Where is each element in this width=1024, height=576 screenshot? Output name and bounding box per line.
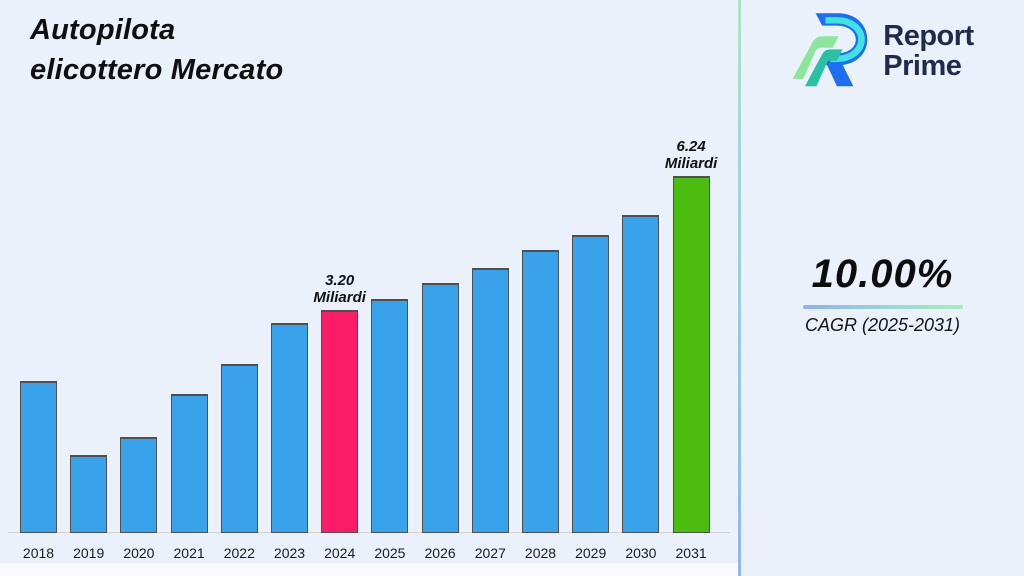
brand-block: Report Prime [741,10,1024,92]
x-axis-label-2019: 2019 [73,545,105,561]
x-axis-label-2022: 2022 [223,545,255,561]
bar-2029 [572,235,610,533]
x-axis-label-2025: 2025 [374,545,406,561]
bar-2021 [170,394,208,533]
brand-name-line2: Prime [883,50,962,82]
x-axis-label-2029: 2029 [575,545,607,561]
x-axis-label-2021: 2021 [173,545,205,561]
x-axis-label-2030: 2030 [625,545,657,561]
bar-2031 [672,176,710,533]
bar-2018 [20,381,57,533]
x-axis-label-2026: 2026 [424,545,456,561]
brand-name-line1: Report [883,20,974,52]
page-title-line1: Autopilota [30,14,176,46]
bar-2026 [421,283,459,533]
bar-2024 [321,310,359,533]
x-axis-label-2027: 2027 [474,545,506,561]
bar-value-label-2031: 6.24 Miliardi [664,138,718,172]
bar-2030 [622,215,660,533]
bar-2019 [70,455,108,533]
chart-panel: Autopilota elicottero Mercato 2018 2019 20… [0,10,738,576]
brand-name: Report Prime [883,20,974,82]
x-axis-label-2028: 2028 [524,545,557,561]
x-axis-label-2020: 2020 [123,545,155,561]
page-title: Autopilota elicottero Mercato [30,10,283,90]
x-axis-label-2031: 2031 [675,545,707,561]
bar-2025 [371,299,409,533]
plot-area: 2018 2019 2020 2021 2022 2023 2024 3.20 Miliardi… [8,138,730,561]
x-axis-label-2018: 2018 [22,545,55,561]
bar-2027 [471,268,509,533]
x-axis-label-2023: 2023 [273,545,306,561]
cagr-underline [802,305,963,309]
page-title-line2: elicottero Mercato [30,54,284,86]
cagr-caption: CAGR (2025-2031) [804,315,961,335]
bar-2023 [271,323,308,533]
bar-value-label-2024: 3.20 Miliardi [313,272,366,306]
cagr-value: 10.00% [811,252,954,296]
cagr-block: 10.00% CAGR (2025-2031) [741,252,1024,336]
report-prime-logo-icon [792,13,868,87]
x-axis-label-2024: 2024 [324,545,356,561]
summary-panel: Report Prime 10.00% CAGR (2025-2031) [741,0,1024,576]
bottom-strip [0,563,738,576]
bar-2022 [220,364,258,533]
section-divider [738,0,741,576]
x-axis-baseline [8,532,730,533]
bar-2028 [522,250,559,533]
bar-2020 [120,437,158,533]
